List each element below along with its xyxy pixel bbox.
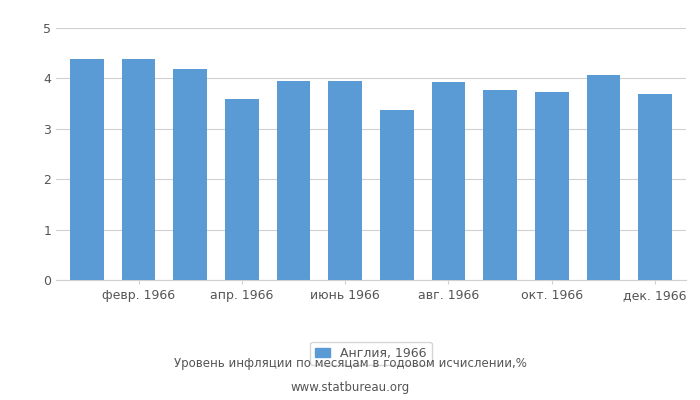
- Bar: [122, 59, 155, 280]
- Text: www.statbureau.org: www.statbureau.org: [290, 382, 410, 394]
- Bar: [587, 75, 620, 280]
- Bar: [70, 59, 104, 280]
- Bar: [535, 92, 568, 280]
- Bar: [328, 81, 362, 280]
- Bar: [638, 94, 672, 280]
- Bar: [432, 82, 466, 280]
- Legend: Англия, 1966: Англия, 1966: [310, 342, 432, 365]
- Bar: [380, 110, 414, 280]
- Bar: [276, 81, 310, 280]
- Bar: [174, 69, 207, 280]
- Text: Уровень инфляции по месяцам в годовом исчислении,%: Уровень инфляции по месяцам в годовом ис…: [174, 358, 526, 370]
- Bar: [483, 90, 517, 280]
- Bar: [225, 98, 259, 280]
